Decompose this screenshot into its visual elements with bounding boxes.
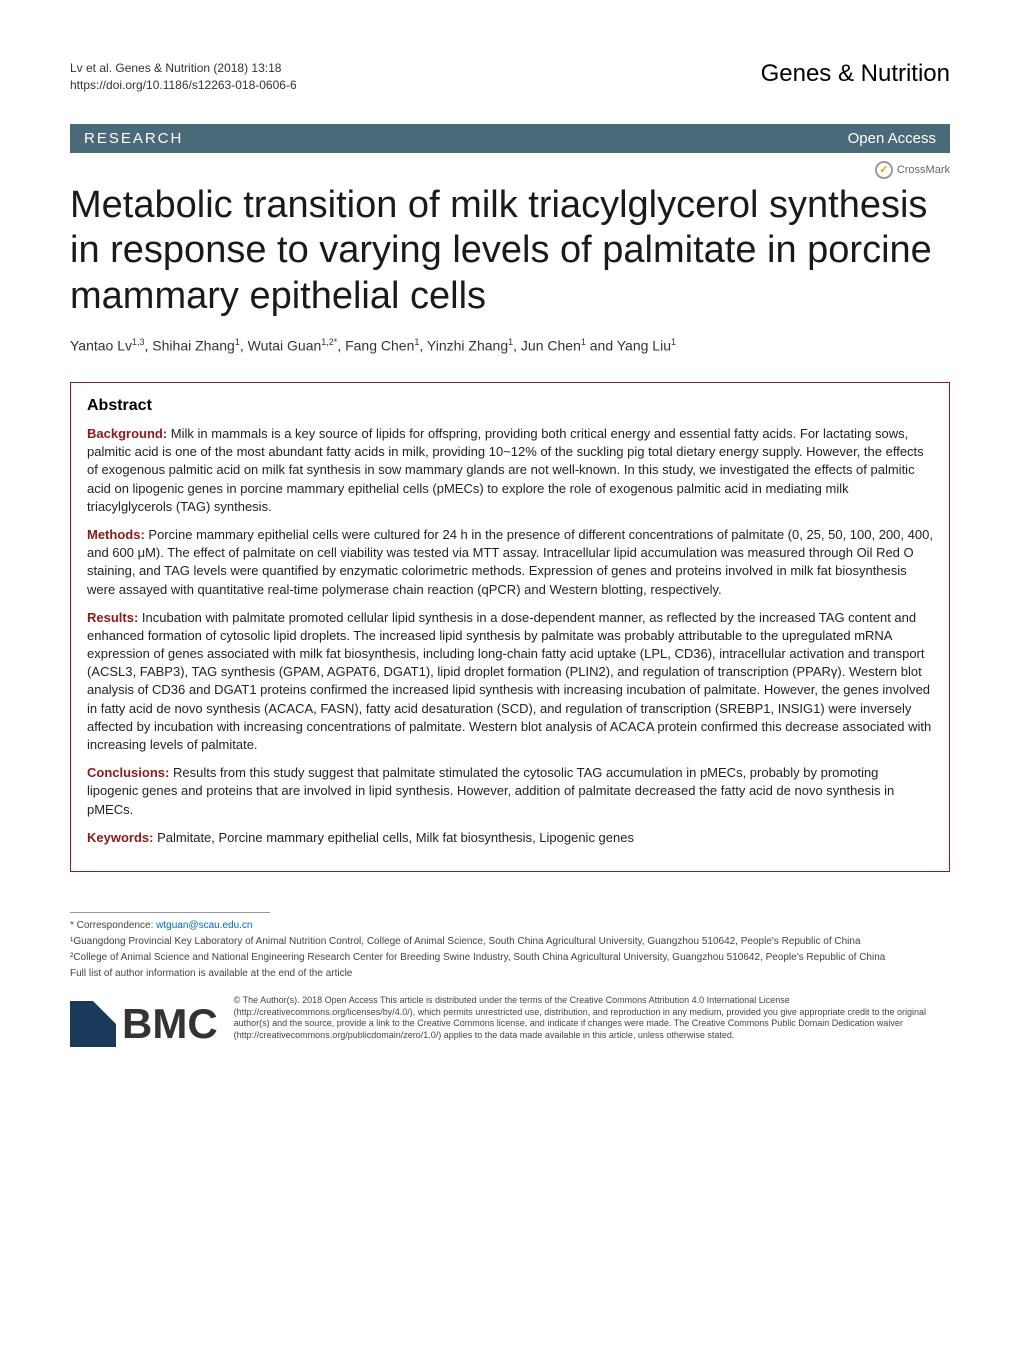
section-label: RESEARCH bbox=[84, 130, 183, 147]
bmc-square-icon bbox=[70, 1001, 116, 1047]
citation-block: Lv et al. Genes & Nutrition (2018) 13:18… bbox=[70, 60, 297, 94]
abstract-results-text: Incubation with palmitate promoted cellu… bbox=[87, 610, 931, 752]
abstract-conclusions: Conclusions: Results from this study sug… bbox=[87, 764, 933, 819]
crossmark-label: CrossMark bbox=[897, 164, 950, 176]
license-text: © The Author(s). 2018 Open Access This a… bbox=[234, 995, 950, 1042]
bmc-logo: BMC bbox=[70, 995, 218, 1054]
author-list: Yantao Lv1,3, Shihai Zhang1, Wutai Guan1… bbox=[70, 337, 950, 354]
keywords-label: Keywords: bbox=[87, 830, 153, 845]
license-row: BMC © The Author(s). 2018 Open Access Th… bbox=[70, 995, 950, 1054]
keywords-text: Palmitate, Porcine mammary epithelial ce… bbox=[157, 830, 634, 845]
footer-block: * Correspondence: wtguan@scau.edu.cn ¹Gu… bbox=[70, 912, 950, 1054]
affiliation-2: ²College of Animal Science and National … bbox=[70, 951, 950, 965]
open-access-label: Open Access bbox=[848, 130, 936, 147]
abstract-keywords: Keywords: Palmitate, Porcine mammary epi… bbox=[87, 829, 933, 847]
footer-divider bbox=[70, 912, 270, 913]
crossmark-badge[interactable]: CrossMark bbox=[875, 161, 950, 179]
abstract-background-text: Milk in mammals is a key source of lipid… bbox=[87, 426, 924, 514]
correspondence-label: * Correspondence: bbox=[70, 920, 156, 931]
correspondence-line: * Correspondence: wtguan@scau.edu.cn bbox=[70, 919, 950, 933]
full-author-info-note: Full list of author information is avail… bbox=[70, 967, 950, 981]
page-container: Lv et al. Genes & Nutrition (2018) 13:18… bbox=[0, 0, 1020, 1094]
abstract-background-label: Background: bbox=[87, 426, 167, 441]
abstract-methods-text: Porcine mammary epithelial cells were cu… bbox=[87, 527, 933, 597]
crossmark-row: CrossMark bbox=[70, 161, 950, 179]
affiliation-1: ¹Guangdong Provincial Key Laboratory of … bbox=[70, 935, 950, 949]
bmc-label: BMC bbox=[122, 995, 218, 1054]
abstract-results-label: Results: bbox=[87, 610, 138, 625]
abstract-conclusions-label: Conclusions: bbox=[87, 765, 169, 780]
correspondence-email[interactable]: wtguan@scau.edu.cn bbox=[156, 920, 252, 931]
page-header: Lv et al. Genes & Nutrition (2018) 13:18… bbox=[70, 60, 950, 94]
abstract-background: Background: Milk in mammals is a key sou… bbox=[87, 425, 933, 516]
section-banner: RESEARCH Open Access bbox=[70, 124, 950, 153]
abstract-heading: Abstract bbox=[87, 397, 933, 415]
citation-doi: https://doi.org/10.1186/s12263-018-0606-… bbox=[70, 77, 297, 94]
crossmark-icon bbox=[875, 161, 893, 179]
abstract-box: Abstract Background: Milk in mammals is … bbox=[70, 382, 950, 872]
abstract-conclusions-text: Results from this study suggest that pal… bbox=[87, 765, 894, 816]
abstract-methods: Methods: Porcine mammary epithelial cell… bbox=[87, 526, 933, 599]
journal-name: Genes & Nutrition bbox=[761, 60, 950, 88]
article-title: Metabolic transition of milk triacylglyc… bbox=[70, 183, 950, 320]
citation-line-1: Lv et al. Genes & Nutrition (2018) 13:18 bbox=[70, 60, 297, 77]
abstract-methods-label: Methods: bbox=[87, 527, 145, 542]
abstract-results: Results: Incubation with palmitate promo… bbox=[87, 609, 933, 755]
